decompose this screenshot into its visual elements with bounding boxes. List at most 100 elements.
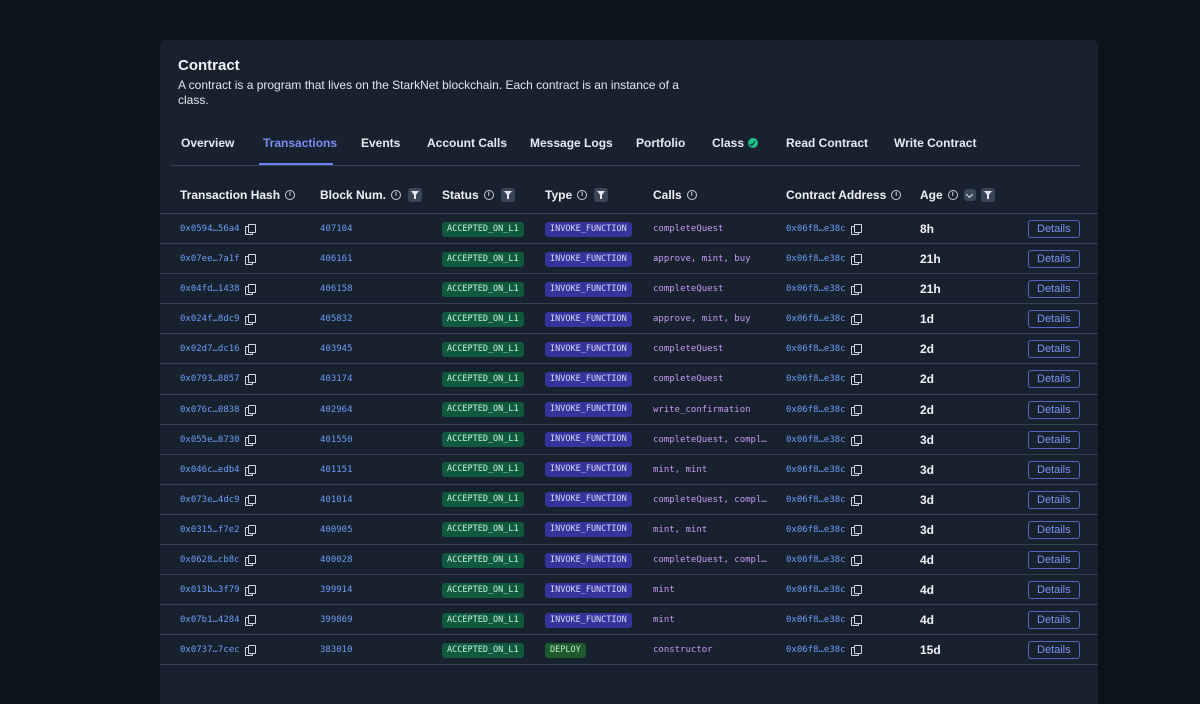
block-number-link[interactable]: 402964 [320,404,353,415]
contract-address-link[interactable]: 0x06f8…e38c [786,615,846,626]
copy-icon[interactable] [244,615,256,627]
block-number-link[interactable]: 401014 [320,494,353,505]
block-number-link[interactable]: 399869 [320,615,353,626]
copy-icon[interactable] [244,464,256,476]
block-number-link[interactable]: 405832 [320,314,353,325]
block-number-link[interactable]: 403174 [320,374,353,385]
transaction-hash-link[interactable]: 0x024f…8dc9 [180,314,240,325]
copy-icon[interactable] [244,254,256,266]
tab-portfolio[interactable]: Portfolio [636,136,686,150]
transaction-hash-link[interactable]: 0x07b1…4284 [180,615,240,626]
filter-icon[interactable] [408,188,423,202]
block-number-link[interactable]: 400905 [320,524,353,535]
copy-icon[interactable] [850,494,862,506]
block-number-link[interactable]: 401550 [320,434,353,445]
copy-icon[interactable] [850,615,862,627]
details-button[interactable]: Details [1028,551,1080,570]
contract-address-link[interactable]: 0x06f8…e38c [786,254,846,265]
tab-class[interactable]: Class [712,136,759,150]
contract-address-link[interactable]: 0x06f8…e38c [786,645,846,656]
info-icon[interactable]: i [686,190,697,200]
contract-address-link[interactable]: 0x06f8…e38c [786,224,846,234]
copy-icon[interactable] [850,464,862,476]
transaction-hash-link[interactable]: 0x055e…8730 [180,434,240,445]
contract-address-link[interactable]: 0x06f8…e38c [786,585,846,596]
block-number-link[interactable]: 399914 [320,585,353,596]
tab-transactions[interactable]: Transactions [263,136,338,150]
contract-address-link[interactable]: 0x06f8…e38c [786,555,846,566]
details-button[interactable]: Details [1028,340,1080,359]
copy-icon[interactable] [850,434,862,446]
block-number-link[interactable]: 383010 [320,645,353,656]
details-button[interactable]: Details [1028,611,1080,630]
copy-icon[interactable] [850,645,862,657]
details-button[interactable]: Details [1028,250,1080,269]
copy-icon[interactable] [244,284,256,296]
copy-icon[interactable] [850,585,862,597]
block-number-link[interactable]: 406161 [320,254,353,265]
details-button[interactable]: Details [1028,400,1080,419]
details-button[interactable]: Details [1028,581,1080,600]
contract-address-link[interactable]: 0x06f8…e38c [786,434,846,445]
copy-icon[interactable] [850,374,862,386]
transaction-hash-link[interactable]: 0x0594…56a4 [180,224,240,234]
copy-icon[interactable] [850,344,862,356]
copy-icon[interactable] [850,314,862,326]
contract-address-link[interactable]: 0x06f8…e38c [786,284,846,295]
details-button[interactable]: Details [1028,220,1080,238]
copy-icon[interactable] [244,314,256,326]
copy-icon[interactable] [244,374,256,386]
contract-address-link[interactable]: 0x06f8…e38c [786,344,846,355]
contract-address-link[interactable]: 0x06f8…e38c [786,374,846,385]
contract-address-link[interactable]: 0x06f8…e38c [786,464,846,475]
transaction-hash-link[interactable]: 0x073e…4dc9 [180,494,240,505]
tab-write-contract[interactable]: Write Contract [894,136,977,150]
details-button[interactable]: Details [1028,310,1080,329]
info-icon[interactable]: i [483,190,494,200]
copy-icon[interactable] [244,524,256,536]
copy-icon[interactable] [244,344,256,356]
tab-account-calls[interactable]: Account Calls [427,136,508,150]
contract-address-link[interactable]: 0x06f8…e38c [786,404,846,415]
transaction-hash-link[interactable]: 0x07ee…7a1f [180,254,240,265]
contract-address-link[interactable]: 0x06f8…e38c [786,524,846,535]
contract-address-link[interactable]: 0x06f8…e38c [786,314,846,325]
info-icon[interactable]: i [891,190,902,200]
transaction-hash-link[interactable]: 0x0628…cb8c [180,555,240,566]
details-button[interactable]: Details [1028,430,1080,449]
copy-icon[interactable] [244,645,256,657]
transaction-hash-link[interactable]: 0x046c…edb4 [180,464,240,475]
filter-icon[interactable] [594,188,609,202]
block-number-link[interactable]: 406158 [320,284,353,295]
copy-icon[interactable] [850,404,862,416]
copy-icon[interactable] [850,254,862,266]
tab-events[interactable]: Events [361,136,401,150]
tab-read-contract[interactable]: Read Contract [786,136,869,150]
transaction-hash-link[interactable]: 0x0793…8857 [180,374,240,385]
info-icon[interactable]: i [577,190,588,200]
contract-address-link[interactable]: 0x06f8…e38c [786,494,846,505]
transaction-hash-link[interactable]: 0x076c…0838 [180,404,240,415]
copy-icon[interactable] [244,494,256,506]
block-number-link[interactable]: 401151 [320,464,353,475]
transaction-hash-link[interactable]: 0x04fd…1438 [180,284,240,295]
copy-icon[interactable] [244,404,256,416]
tab-message-logs[interactable]: Message Logs [530,136,613,150]
chevron-down-icon[interactable] [963,189,976,201]
details-button[interactable]: Details [1028,280,1080,299]
filter-icon[interactable] [980,188,995,202]
copy-icon[interactable] [244,224,256,235]
details-button[interactable]: Details [1028,490,1080,509]
transaction-hash-link[interactable]: 0x02d7…dc16 [180,344,240,355]
info-icon[interactable]: i [947,190,958,200]
block-number-link[interactable]: 407104 [320,224,353,234]
copy-icon[interactable] [244,555,256,567]
block-number-link[interactable]: 400028 [320,555,353,566]
copy-icon[interactable] [850,555,862,567]
copy-icon[interactable] [850,524,862,536]
details-button[interactable]: Details [1028,370,1080,389]
tab-overview[interactable]: Overview [181,136,235,150]
info-icon[interactable]: i [391,190,402,200]
details-button[interactable]: Details [1028,641,1080,660]
details-button[interactable]: Details [1028,520,1080,539]
